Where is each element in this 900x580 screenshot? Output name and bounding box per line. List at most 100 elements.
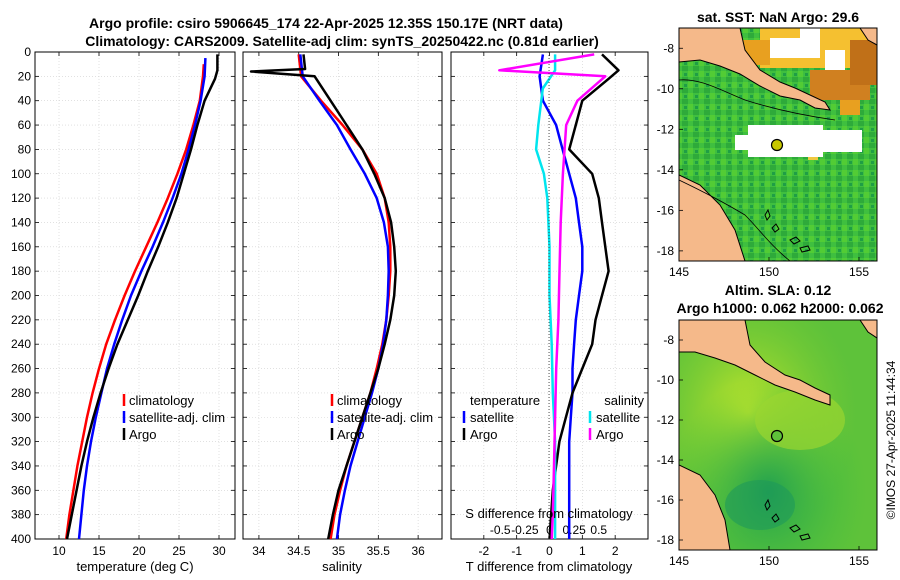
series-line-s-argo	[498, 53, 607, 539]
sla-land-png	[679, 320, 831, 406]
credit: ©IMOS 27-Apr-2025 11:44:34	[884, 360, 898, 519]
sst-reef-contour	[679, 79, 836, 121]
depth-tick-label: 220	[11, 313, 31, 327]
title-line1: Argo profile: csiro 5906645_174 22-Apr-2…	[89, 15, 563, 31]
depth-axis: 0 20 40 60 80 100 120 140 160 180 200 220 240 260 280 3…	[11, 45, 648, 546]
map-y-tick-label: -14	[657, 163, 675, 177]
x-tick-label: 25	[172, 544, 186, 558]
map-y-tick-label: -12	[657, 413, 675, 427]
depth-tick-label: 260	[11, 362, 31, 376]
x-tick-label: 1	[579, 544, 586, 558]
depth-tick-label: 140	[11, 215, 31, 229]
difference-legend: temperature satellite Argo salinity sate…	[462, 393, 644, 442]
depth-tick-label: 280	[11, 386, 31, 400]
depth-tick-label: 80	[18, 142, 32, 156]
sla-land-australia	[679, 464, 731, 550]
depth-tick-label: 20	[18, 69, 32, 83]
x-tick-label: -2	[478, 544, 489, 558]
temperature-series	[64, 54, 219, 539]
x-tick-label: 35.5	[367, 544, 391, 558]
depth-tick-label: 360	[11, 483, 31, 497]
x-tick-label: -1	[511, 544, 522, 558]
map-x-tick-label: 155	[849, 554, 869, 568]
temperature-grid	[35, 52, 235, 539]
sst-map-axes: 145 150 155 -8 -10 -12 -14 -16 -18	[657, 41, 870, 279]
sla-reefs	[764, 498, 811, 541]
depth-tick-label: 180	[11, 264, 31, 278]
series-line-t-satellite	[538, 54, 584, 539]
salinity-xlabel: salinity	[322, 559, 362, 574]
salinity-legend: climatology satellite-adj. clim Argo	[330, 393, 433, 442]
depth-tick-label: 0	[24, 45, 31, 59]
x-tick-label: 36	[411, 544, 425, 558]
map-x-tick-label: 145	[669, 265, 689, 279]
s-tick-label: 0.5	[590, 523, 607, 537]
series-line-climatology	[64, 64, 206, 539]
x-tick-label: 34.5	[287, 544, 311, 558]
difference-xlabel: T difference from climatology	[466, 559, 633, 574]
sla-map-title2: Argo h1000: 0.062 h2000: 0.062	[676, 300, 883, 316]
depth-tick-label: 380	[11, 508, 31, 522]
series-line-t-argo	[548, 53, 620, 539]
sst-land-australia	[679, 174, 746, 261]
map-x-tick-label: 150	[759, 554, 779, 568]
sst-missing-data	[735, 28, 862, 157]
sla-map-frame	[678, 319, 878, 551]
depth-tick-label: 60	[18, 118, 32, 132]
legend-label-s-satellite: satellite	[596, 410, 640, 425]
legend-title-salinity: salinity	[604, 393, 644, 408]
series-line-s-satellite	[534, 54, 557, 539]
map-y-tick-label: -12	[657, 122, 675, 136]
temperature-legend: climatology satellite-adj. clim Argo	[122, 393, 225, 442]
temperature-xlabel: temperature (deg C)	[76, 559, 193, 574]
salinity-series	[249, 54, 398, 539]
sst-shelf-contour	[679, 179, 791, 261]
legend-label-s-argo: Argo	[596, 427, 623, 442]
salinity-grid	[243, 52, 442, 539]
legend-label-t-argo: Argo	[470, 427, 497, 442]
legend-title-temperature: temperature	[470, 393, 540, 408]
temperature-x-axis: 10 15 20 25 30	[52, 52, 226, 558]
sla-argo-marker	[770, 429, 784, 443]
sla-land-ne	[859, 320, 877, 339]
map-y-tick-label: -10	[657, 82, 675, 96]
s-tick-label: -0.25	[511, 523, 539, 537]
x-tick-label: 30	[212, 544, 226, 558]
map-y-tick-label: -10	[657, 373, 675, 387]
depth-tick-label: 340	[11, 459, 31, 473]
map-y-tick-label: -8	[663, 333, 674, 347]
map-y-tick-label: -8	[663, 41, 674, 55]
sla-map	[679, 320, 877, 550]
legend-label-climatology: climatology	[129, 393, 195, 408]
x-tick-label: 10	[52, 544, 66, 558]
x-tick-label: 20	[132, 544, 146, 558]
s-tick-label: 0.25	[562, 523, 586, 537]
map-y-tick-label: -14	[657, 453, 675, 467]
sla-map-axes: 145 150 155 -8 -10 -12 -14 -16 -18	[657, 333, 870, 568]
map-x-tick-label: 155	[849, 265, 869, 279]
title-line2: Climatology: CARS2009. Satellite-adj cli…	[85, 33, 599, 49]
x-tick-label: 2	[612, 544, 619, 558]
depth-tick-label: 300	[11, 410, 31, 424]
sla-high-patch	[755, 390, 845, 450]
legend-label-satellite: satellite-adj. clim	[129, 410, 225, 425]
legend-label-satellite: satellite-adj. clim	[337, 410, 433, 425]
series-line-argo	[65, 54, 219, 539]
sst-map-frame	[678, 27, 878, 262]
depth-tick-label: 120	[11, 191, 31, 205]
map-x-tick-label: 150	[759, 265, 779, 279]
map-y-tick-label: -18	[657, 244, 675, 258]
sst-land-ne	[859, 28, 877, 46]
sla-map-title1: Altim. SLA: 0.12	[725, 282, 832, 298]
series-line-satellite-adj-clim	[299, 54, 390, 539]
sst-land-png	[679, 28, 831, 111]
series-line-satellite-adj-clim	[77, 58, 207, 539]
legend-label-argo: Argo	[129, 427, 156, 442]
sst-reefs	[764, 208, 811, 253]
difference-xlabel-top: S difference from climatology	[465, 506, 633, 521]
difference-series	[498, 53, 620, 539]
series-line-argo	[249, 54, 398, 539]
legend-label-t-satellite: satellite	[470, 410, 514, 425]
x-tick-label: 0	[546, 544, 553, 558]
